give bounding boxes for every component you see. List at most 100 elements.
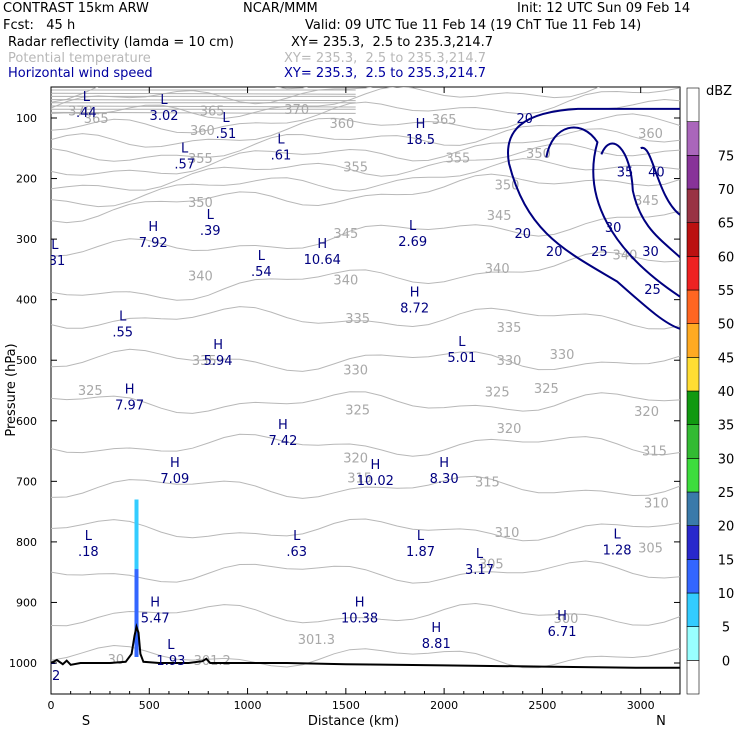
colorbar-level-label: 55 — [718, 284, 735, 299]
forecast-hour: Fcst: 45 h — [3, 18, 76, 33]
theta-contour-line — [51, 143, 680, 191]
x-tick-label: 2000 — [430, 699, 458, 712]
theta-contour-line — [51, 602, 680, 627]
wind-speed-contour — [545, 126, 680, 298]
wind-speed-contour — [600, 142, 680, 259]
extremum-marker: L — [160, 93, 168, 108]
extremum-value: .55 — [112, 326, 133, 341]
theta-contour-line — [51, 173, 680, 224]
x-axis-label: Distance (km) — [308, 714, 399, 729]
theta-contour-line — [51, 113, 680, 162]
theta-label: 365 — [200, 105, 225, 120]
extremum-value: 7.97 — [115, 398, 144, 413]
theta-contour-line — [51, 391, 680, 414]
theta-label: 360 — [638, 127, 663, 142]
theta-contour-line — [51, 128, 680, 176]
extremum-marker: L — [119, 310, 127, 325]
theta-label: 325 — [534, 382, 559, 397]
extremum-marker: L — [409, 219, 417, 234]
wind-speed-label: 40 — [648, 165, 665, 180]
theta-label: 355 — [343, 160, 368, 175]
extremum-value: 3.17 — [465, 563, 494, 578]
plot-area — [50, 86, 681, 695]
colorbar-swatch — [686, 256, 700, 291]
theta-label: 330 — [343, 363, 368, 378]
colorbar-level-label: 65 — [718, 217, 735, 232]
colorbar-unit: dBZ — [706, 84, 732, 99]
theta-contour-line — [51, 158, 680, 208]
colorbar-level-label: 15 — [718, 553, 735, 568]
extremum-value: .57 — [174, 157, 195, 172]
extremum-value: 1.87 — [406, 545, 435, 560]
theta-label: 360 — [190, 124, 215, 139]
colorbar-level-label: 0 — [722, 654, 730, 669]
field-xy-wind: XY= 235.3, 2.5 to 235.3,214.7 — [284, 66, 487, 81]
theta-label: 350 — [495, 179, 520, 194]
extremum-marker: H — [125, 382, 135, 397]
theta-contour-line — [51, 105, 356, 108]
colorbar-level-label: 35 — [718, 419, 735, 434]
colorbar-level-label: 75 — [718, 149, 735, 164]
wind-speed-label: 30 — [605, 221, 622, 236]
x-tick-label: 500 — [139, 699, 160, 712]
theta-contour-line — [51, 210, 680, 257]
y-tick-label: 600 — [16, 415, 37, 428]
extremum-value: .44 — [76, 106, 97, 121]
extremum-value: 7.42 — [268, 434, 297, 449]
y-tick-label: 300 — [16, 233, 37, 246]
field-xy-theta: XY= 235.3, 2.5 to 235.3,214.7 — [284, 51, 487, 66]
wind-speed-label: 30 — [642, 245, 659, 260]
field-label-wind: Horizontal wind speed — [8, 66, 153, 81]
extremum-marker: H — [148, 220, 158, 235]
extremum-value: 6.71 — [548, 625, 577, 640]
extremum-value: 8.72 — [400, 301, 429, 316]
theta-label: 301.3 — [298, 633, 335, 648]
theta-contour-line — [51, 518, 680, 542]
extremum-value: 10.02 — [357, 474, 394, 489]
theta-label: 320 — [343, 452, 368, 467]
theta-label: 305 — [638, 541, 663, 556]
theta-label: 300 — [554, 612, 579, 627]
extremum-value: 10.38 — [341, 612, 378, 627]
extremum-marker: L — [277, 132, 285, 147]
field-xy-reflectivity: XY= 235.3, 2.5 to 235.3,214.7 — [291, 35, 494, 50]
colorbar-swatch — [686, 559, 700, 594]
x-end-label: N — [656, 714, 666, 729]
extremum-marker: L — [167, 638, 175, 653]
colorbar-swatch — [686, 525, 700, 560]
theta-contour-line — [51, 475, 680, 499]
theta-label: 370 — [284, 103, 309, 118]
y-tick-label: 500 — [16, 354, 37, 367]
extremum-value: 18.5 — [406, 133, 435, 148]
colorbar-swatch — [686, 491, 700, 526]
theta-label: 355 — [188, 152, 213, 167]
y-tick-label: 700 — [16, 475, 37, 488]
colorbar-swatch — [686, 458, 700, 493]
extremum-value: 1.28 — [603, 544, 632, 559]
theta-label: 345 — [487, 209, 512, 224]
wind-speed-label: 20 — [546, 245, 563, 260]
colorbar-level-label: 25 — [718, 486, 735, 501]
theta-label: 365 — [84, 112, 109, 127]
reflectivity-column — [134, 569, 139, 657]
theta-contour-line — [51, 433, 680, 457]
extremum-value: .51 — [216, 127, 237, 142]
x-tick-label: 1500 — [332, 699, 360, 712]
colorbar-swatch — [686, 660, 700, 695]
y-axis-label: Pressure (hPa) — [4, 343, 19, 436]
wind-speed-label: 20 — [514, 227, 531, 242]
theta-label: 301.2 — [194, 654, 231, 669]
extremum-value: 3.02 — [150, 109, 179, 124]
colorbar-level-label: 10 — [718, 587, 735, 602]
wind-speed-label: 35 — [617, 165, 634, 180]
theta-label: 335 — [192, 354, 217, 369]
extremum-marker: H — [317, 237, 327, 252]
extremum-marker: L — [458, 335, 466, 350]
extremum-value: 10.64 — [304, 253, 341, 268]
extremum-value: 5.01 — [447, 351, 476, 366]
theta-label: 350 — [526, 147, 551, 162]
extremum-value: .39 — [200, 224, 221, 239]
theta-contour-line — [51, 251, 680, 301]
extremum-marker: H — [370, 458, 380, 473]
theta-contour-line — [51, 348, 680, 372]
